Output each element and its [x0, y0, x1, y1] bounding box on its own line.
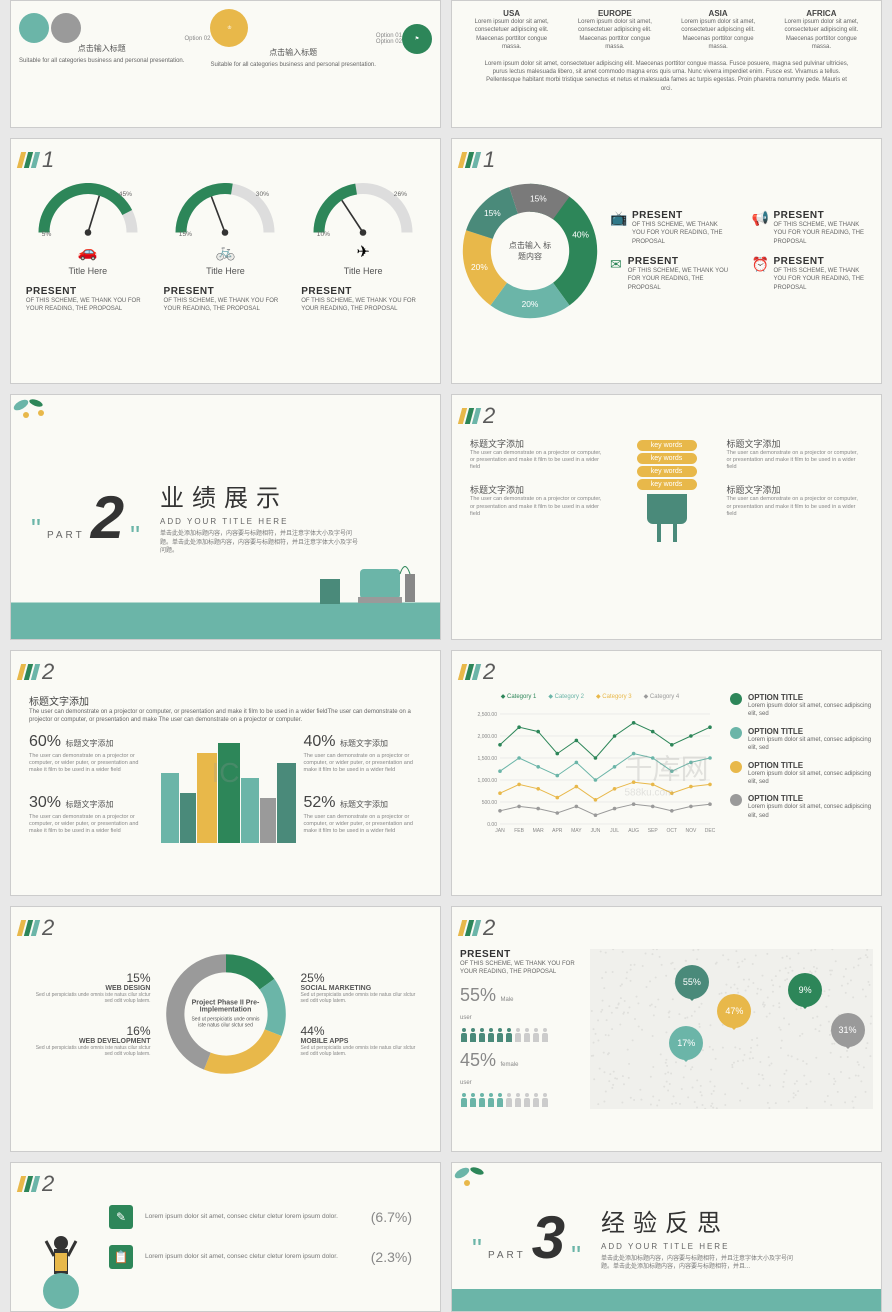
regions-footer: Lorem ipsum dolor sit amet, consectetuer…	[460, 60, 873, 94]
svg-text:FEB: FEB	[514, 828, 524, 834]
svg-text:MAR: MAR	[533, 828, 545, 834]
opt-circle-2	[51, 13, 81, 43]
svg-text:45%: 45%	[119, 191, 132, 198]
svg-text:40%: 40%	[572, 229, 589, 239]
slide-gauges: 1 5% 45% 🚗 Title Here 15% 30% 🚲 Title He…	[10, 138, 441, 384]
part-number-2: 2	[91, 483, 124, 552]
opt-subtitle-2: 点击输入标题	[210, 47, 375, 58]
opt-circle-4: ⚑	[402, 24, 432, 54]
svg-text:MAY: MAY	[571, 828, 582, 834]
slide-options-flow: 点击输入标题 Suitable for all categories busin…	[10, 0, 441, 128]
svg-text:APR: APR	[552, 828, 563, 834]
opt-desc-1: Suitable for all categories business and…	[19, 58, 184, 64]
svg-text:2,000.00: 2,000.00	[478, 734, 498, 740]
svg-text:20%: 20%	[522, 299, 539, 309]
donut-center-label: 点击输入 标题内容	[505, 240, 555, 262]
buildings-icon	[156, 733, 296, 843]
svg-text:AUG: AUG	[628, 828, 639, 834]
svg-text:15%: 15%	[179, 231, 192, 238]
slide-city-chart: 2 标题文字添加 The user can demonstrate on a p…	[10, 650, 441, 896]
svg-text:SEP: SEP	[648, 828, 659, 834]
region-africa: AFRICA	[776, 9, 867, 18]
opt-circle-3: ♔	[210, 9, 248, 47]
svg-text:30%: 30%	[256, 191, 269, 198]
part3-title: 经验反思	[601, 1203, 801, 1238]
svg-text:20%: 20%	[471, 262, 488, 272]
part-number-3: 3	[532, 1203, 565, 1272]
svg-text:1,500.00: 1,500.00	[478, 756, 498, 762]
slide-donut: 1 40%20%20%15%15% 点击输入 标题内容 📺PRESENTOF T…	[451, 138, 882, 384]
svg-text:JUL: JUL	[610, 828, 619, 834]
donut-chart: 40% 20% 20% 15% 15% 点击输入 标题内容	[460, 181, 600, 321]
svg-text:NOV: NOV	[685, 828, 697, 834]
part2-title: 业绩展示	[160, 478, 360, 513]
phase-ring-chart: Project Phase II Pre-Implementation Sed …	[161, 949, 291, 1079]
slide-world-map: 2 PRESENT OF THIS SCHEME, WE THANK YOU F…	[451, 906, 882, 1152]
slide-line-chart: 2 Category 1Category 2Category 3Category…	[451, 650, 882, 896]
svg-text:500.00: 500.00	[482, 800, 498, 806]
slide-part2-divider: " PART 2 " 业绩展示 ADD YOUR TITLE HERE 单击此处…	[10, 394, 441, 640]
svg-text:5%: 5%	[42, 231, 52, 238]
svg-text:15%: 15%	[530, 193, 547, 203]
bulb-graphic: key words key words key words key words	[617, 438, 717, 528]
region-europe: EUROPE	[569, 9, 660, 18]
world-map: 55%47%17%9%31%	[590, 949, 873, 1109]
opt-desc-2: Suitable for all categories business and…	[210, 62, 375, 68]
svg-text:10%: 10%	[317, 231, 330, 238]
svg-text:1,000.00: 1,000.00	[478, 778, 498, 784]
svg-text:JUN: JUN	[591, 828, 601, 834]
svg-text:JAN: JAN	[495, 828, 505, 834]
slide-icon-rows: 2 ✎Lorem ipsum dolor sit amet, consec cl…	[10, 1162, 441, 1312]
svg-text:26%: 26%	[394, 191, 407, 198]
slide-phase-ring: 2 15% WEB DESIGN Sed ut perspiciatis und…	[10, 906, 441, 1152]
opt-subtitle-1: 点击输入标题	[19, 43, 184, 54]
slide-bulb-keywords: 2 标题文字添加The user can demonstrate on a pr…	[451, 394, 882, 640]
slide-part3-divider: " PART 3 " 经验反思 ADD YOUR TITLE HERE 单击此处…	[451, 1162, 882, 1312]
svg-text:2,500.00: 2,500.00	[478, 712, 498, 718]
slide-regions: USA Lorem ipsum dolor sit amet, consectet…	[451, 0, 882, 128]
region-usa: USA	[466, 9, 557, 18]
svg-text:OCT: OCT	[667, 828, 678, 834]
line-chart: 2,500.002,000.001,500.001,000.00500.000.…	[460, 704, 720, 844]
svg-text:DEC: DEC	[705, 828, 716, 834]
region-asia: ASIA	[673, 9, 764, 18]
businessman-icon	[31, 1231, 91, 1311]
opt-circle-1	[19, 13, 49, 43]
svg-text:15%: 15%	[484, 208, 501, 218]
